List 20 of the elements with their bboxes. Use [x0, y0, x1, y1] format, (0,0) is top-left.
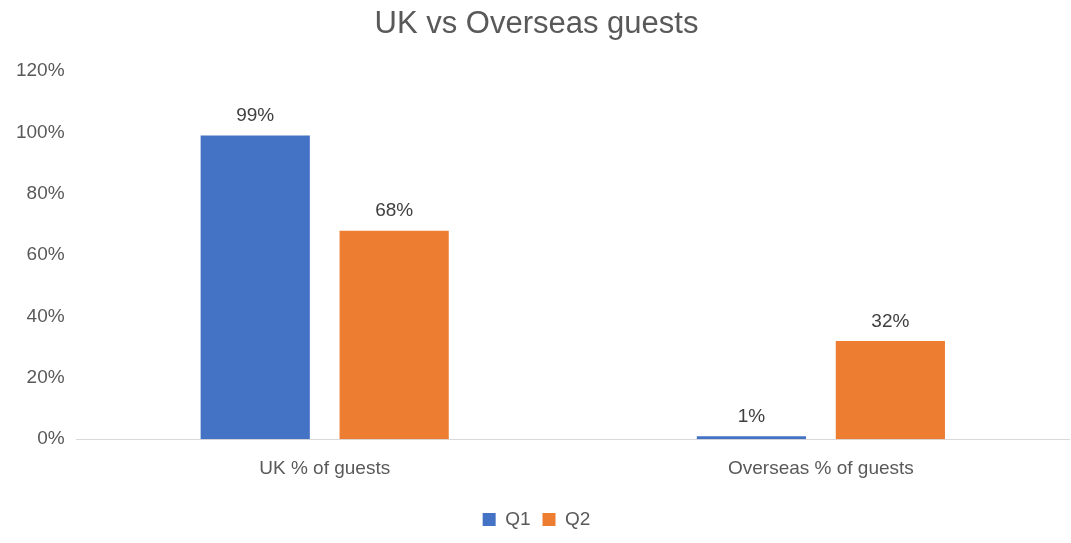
y-tick-label: 100% — [15, 120, 65, 142]
y-tick-label: 60% — [26, 243, 65, 265]
data-label: 1% — [737, 404, 766, 426]
legend-label: Q2 — [565, 507, 591, 529]
bar — [200, 135, 310, 440]
bar — [339, 230, 449, 440]
y-tick-label: 80% — [26, 182, 65, 204]
y-tick-label: 40% — [26, 304, 65, 326]
data-label: 99% — [236, 104, 275, 126]
legend-label: Q1 — [505, 507, 531, 529]
bar — [696, 436, 807, 440]
y-tick-label: 20% — [26, 366, 65, 388]
chart-title: UK vs Overseas guests — [374, 5, 699, 41]
y-tick-label: 120% — [15, 59, 65, 81]
x-tick-label: UK % of guests — [259, 456, 391, 478]
data-label: 68% — [375, 199, 414, 221]
bar — [835, 341, 945, 440]
x-tick-label: Overseas % of guests — [727, 456, 914, 478]
data-label: 32% — [871, 309, 910, 331]
y-tick-label: 0% — [37, 427, 65, 449]
